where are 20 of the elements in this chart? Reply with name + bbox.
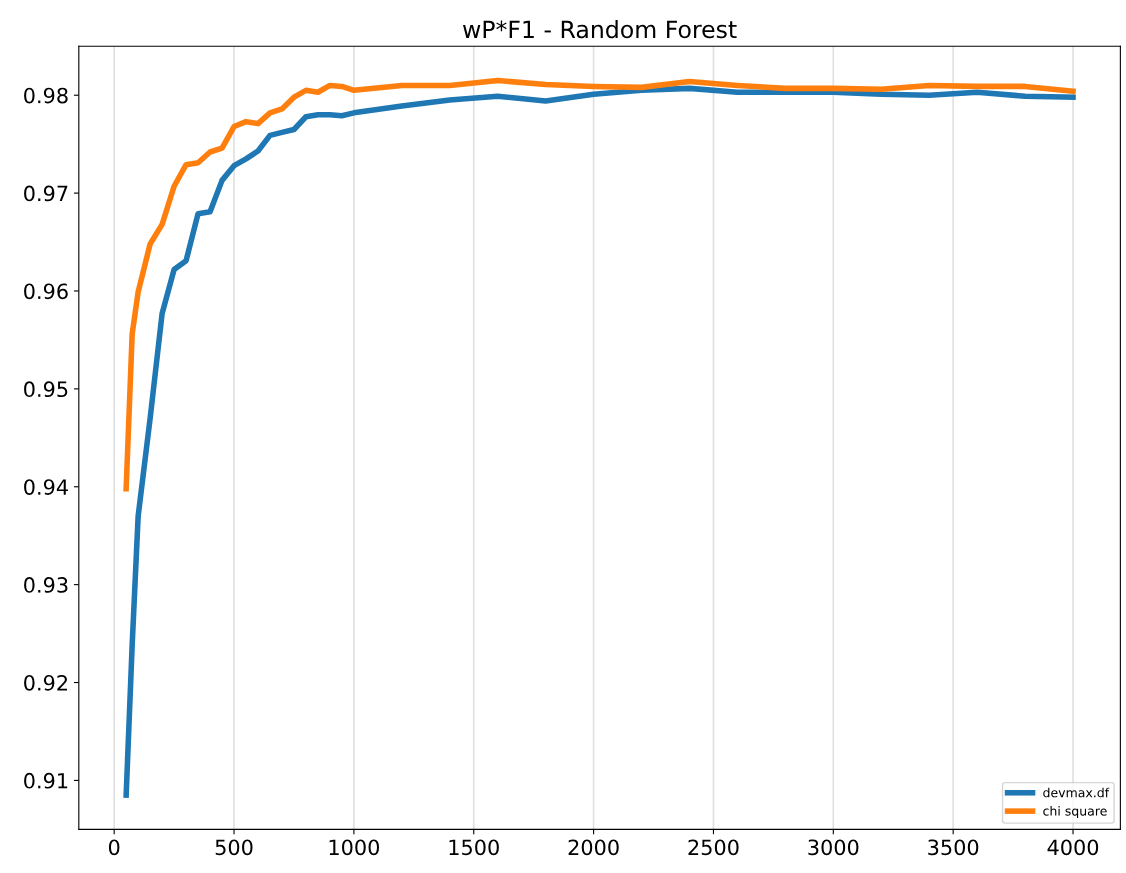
y-tick-label: 0.93 (24, 577, 68, 593)
x-tick-label: 1000 (329, 839, 380, 856)
chart-title: wP*F1 - Random Forest (463, 19, 737, 39)
legend-label: devmax.df (1043, 787, 1110, 798)
x-tick-label: 2500 (688, 839, 739, 856)
y-tick-label: 0.97 (24, 185, 68, 202)
y-tick-label: 0.96 (24, 283, 68, 300)
x-tick-label: 2000 (568, 839, 619, 856)
y-tick-label: 0.95 (24, 381, 68, 398)
y-tick-label: 0.92 (24, 674, 68, 691)
x-tick-label: 3500 (928, 839, 979, 856)
x-tick-label: 500 (215, 839, 253, 856)
x-tick-label: 3000 (808, 839, 859, 856)
x-tick-label: 0 (108, 839, 120, 856)
legend-label: chi square (1043, 806, 1107, 819)
x-tick-label: 1500 (449, 839, 499, 856)
y-tick-label: 0.98 (24, 87, 68, 104)
y-tick-label: 0.94 (24, 479, 68, 495)
y-tick-label: 0.91 (24, 772, 68, 789)
x-tick-label: 4000 (1047, 839, 1099, 856)
